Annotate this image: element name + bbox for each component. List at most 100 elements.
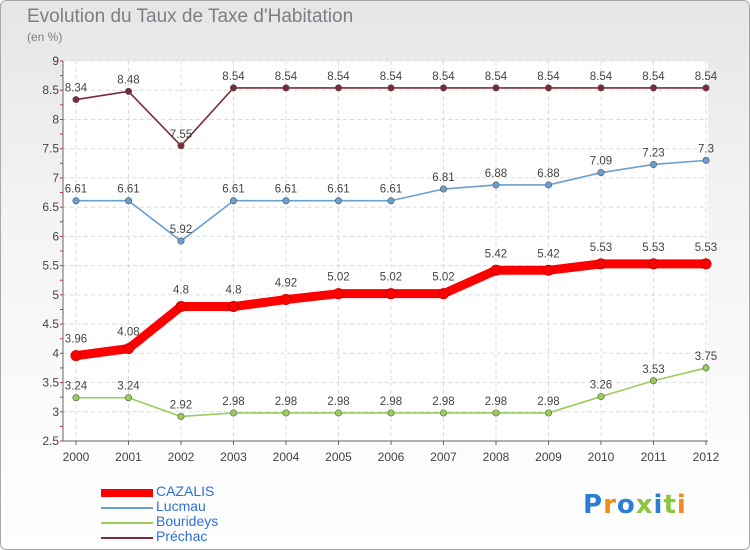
legend-label: Lucmau — [156, 498, 206, 514]
data-label: 7.55 — [170, 129, 192, 141]
data-point — [492, 181, 500, 189]
x-tick-label: 2008 — [483, 450, 510, 464]
data-point — [72, 96, 80, 104]
data-label: 2.98 — [485, 396, 507, 408]
data-point — [387, 409, 395, 417]
x-tick-label: 2004 — [273, 450, 300, 464]
logo-letter: o — [616, 490, 636, 520]
data-point — [439, 185, 447, 193]
data-point — [490, 264, 502, 276]
proxiti-logo: Proxiti — [583, 490, 687, 520]
data-label: 2.98 — [432, 396, 454, 408]
data-label: 3.26 — [590, 380, 612, 392]
logo-letter: P — [583, 490, 604, 520]
data-label: 8.54 — [485, 71, 508, 83]
data-point — [649, 84, 657, 92]
data-label: 4.08 — [117, 327, 139, 339]
data-point — [439, 84, 447, 92]
x-tick-label: 2006 — [378, 450, 405, 464]
chart-title: Evolution du Taux de Taxe d'Habitation — [27, 6, 354, 27]
data-point — [334, 197, 342, 205]
data-label: 5.53 — [642, 242, 664, 254]
data-point — [334, 84, 342, 92]
data-label: 5.53 — [590, 242, 612, 254]
data-point — [228, 301, 239, 313]
data-label: 8.54 — [590, 71, 613, 83]
y-tick-label: 2.5 — [42, 434, 59, 448]
data-label: 6.81 — [432, 172, 454, 184]
data-point — [492, 84, 500, 92]
legend-swatch — [101, 537, 153, 539]
data-point — [387, 84, 395, 92]
x-tick-label: 2000 — [63, 450, 90, 464]
data-point — [543, 264, 554, 276]
data-point — [649, 160, 657, 168]
data-label: 8.54 — [695, 71, 718, 83]
data-point — [125, 394, 133, 402]
y-tick-label: 5 — [52, 288, 59, 302]
data-point — [702, 84, 710, 92]
data-label: 6.61 — [222, 184, 244, 196]
data-point — [597, 84, 605, 92]
x-tick-label: 2002 — [168, 450, 195, 464]
y-tick-label: 7 — [52, 171, 59, 185]
line-chart: 2.5 3 3.5 4 4.5 5 5.5 6 6.5 7 7.5 8 8.5 9 2000 2001 2002… — [42, 54, 719, 464]
legend-swatch — [101, 507, 153, 509]
data-label: 5.02 — [327, 272, 349, 284]
y-tick-label: 3 — [52, 405, 59, 419]
logo-letter: i — [653, 490, 664, 520]
data-label: 6.88 — [537, 168, 559, 180]
y-tick-label: 3.5 — [42, 376, 59, 390]
x-tick-label: 2001 — [115, 450, 142, 464]
data-label: 6.61 — [275, 184, 297, 196]
y-tick-label: 8.5 — [42, 83, 59, 97]
data-label: 2.98 — [327, 396, 349, 408]
data-label: 3.53 — [642, 364, 664, 376]
data-point — [333, 288, 344, 300]
legend-label: Préchac — [156, 528, 208, 544]
x-tick-label: 2011 — [641, 450, 667, 464]
data-label: 7.3 — [698, 143, 714, 155]
logo-letter: x — [635, 490, 654, 520]
data-label: 6.61 — [117, 184, 139, 196]
y-tick-label: 4.5 — [42, 317, 59, 331]
x-tick-label: 2009 — [535, 450, 562, 464]
data-label: 3.24 — [65, 381, 88, 393]
data-label: 2.98 — [222, 396, 244, 408]
data-point — [544, 181, 552, 189]
data-point — [700, 258, 712, 270]
data-label: 5.42 — [485, 248, 507, 260]
data-point — [702, 364, 710, 372]
data-label: 5.53 — [695, 242, 717, 254]
data-label: 7.23 — [642, 147, 664, 159]
data-label: 4.8 — [226, 285, 242, 297]
data-label: 8.48 — [117, 74, 139, 86]
data-label: 6.61 — [327, 184, 349, 196]
y-tick-label: 4 — [52, 346, 59, 360]
data-label: 8.34 — [65, 83, 88, 95]
data-point — [597, 393, 605, 401]
data-label: 8.54 — [327, 71, 350, 83]
data-label: 3.96 — [65, 334, 87, 346]
x-tick-label: 2005 — [325, 450, 352, 464]
data-point — [544, 84, 552, 92]
logo-letter: t — [663, 490, 677, 520]
data-label: 8.54 — [537, 71, 560, 83]
data-point — [282, 84, 290, 92]
data-point — [438, 288, 449, 300]
data-label: 5.02 — [432, 272, 454, 284]
data-point — [230, 197, 238, 205]
x-tick-label: 2007 — [430, 450, 457, 464]
data-point — [125, 87, 133, 95]
data-point — [544, 409, 552, 417]
data-point — [177, 142, 185, 150]
data-point — [72, 197, 80, 205]
data-label: 8.54 — [432, 71, 455, 83]
data-label: 5.92 — [170, 224, 192, 236]
data-point — [230, 409, 238, 417]
data-label: 6.88 — [485, 168, 507, 180]
data-point — [439, 409, 447, 417]
data-label: 4.8 — [173, 285, 189, 297]
data-point — [175, 301, 187, 313]
data-point — [649, 377, 657, 385]
